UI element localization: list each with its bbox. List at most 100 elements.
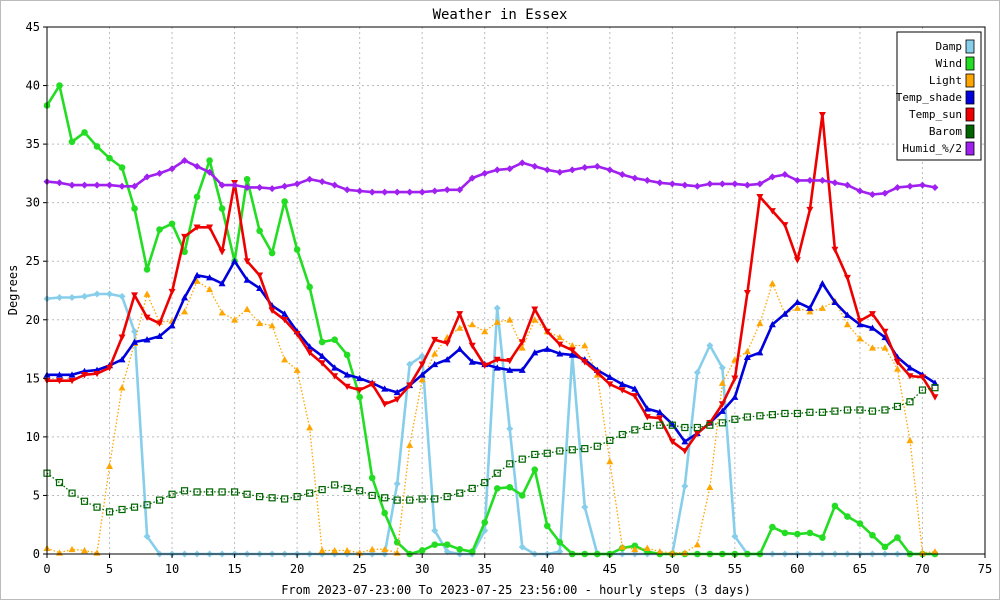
data-point-temp-sun [256, 272, 264, 279]
x-axis-label: From 2023-07-23:00 To 2023-07-25 23:56:0… [281, 583, 751, 597]
data-point-temp-sun [393, 396, 401, 403]
data-point-barom [543, 449, 551, 457]
data-point-temp-shade [543, 345, 551, 352]
data-point-temp-shade [443, 356, 451, 363]
data-point-damp [706, 342, 714, 350]
data-point-light [893, 365, 901, 372]
data-point-barom [756, 412, 764, 420]
x-tick-label: 5 [106, 562, 113, 576]
data-point-temp-sun [368, 381, 376, 388]
data-point-light [843, 320, 851, 328]
data-point-barom [406, 496, 414, 504]
data-point-humid-2 [743, 181, 751, 189]
data-point-barom [806, 408, 814, 416]
data-point-humid-2 [443, 186, 451, 194]
data-point-temp-shade [568, 351, 576, 358]
series-line-temp-shade [47, 259, 936, 443]
data-point-temp-sun [656, 415, 664, 422]
data-point-humid-2 [581, 164, 589, 172]
data-point-temp-sun [756, 194, 764, 201]
data-point-wind [106, 154, 113, 162]
data-point-temp-sun [218, 249, 226, 256]
data-point-light [768, 279, 776, 287]
data-point-barom [918, 386, 927, 394]
data-point-temp-sun [543, 328, 551, 335]
data-point-barom [656, 421, 664, 429]
data-point-barom [831, 407, 839, 415]
data-point-humid-2 [281, 182, 289, 190]
data-point-temp-shade [618, 380, 626, 387]
data-point-light [318, 546, 326, 554]
data-point-damp [118, 292, 126, 300]
data-point-temp-shade [843, 311, 851, 318]
data-point-barom [431, 495, 439, 503]
data-point-light [281, 356, 289, 363]
y-tick-label: 25 [26, 254, 40, 268]
data-point-wind [168, 220, 176, 228]
data-point-light [418, 376, 426, 383]
data-point-barom [281, 495, 289, 503]
data-point-wind [131, 205, 138, 212]
series-wind [43, 82, 939, 558]
data-point-temp-sun [631, 393, 639, 400]
data-point-wind [181, 248, 188, 256]
data-point-temp-sun [793, 257, 801, 264]
series-barom [43, 384, 939, 516]
data-point-barom [105, 508, 114, 516]
data-point-temp-sun [606, 381, 614, 388]
data-point-light [256, 319, 264, 327]
data-point-wind [68, 138, 76, 146]
data-point-temp-sun [881, 328, 889, 335]
data-point-temp-sun [568, 347, 576, 354]
data-point-barom [568, 446, 576, 454]
data-point-wind [143, 266, 151, 273]
data-point-barom [931, 384, 939, 392]
data-point-barom [893, 402, 902, 411]
data-point-temp-shade [356, 374, 364, 382]
data-point-wind [81, 129, 88, 136]
data-point-wind [318, 338, 326, 346]
data-point-temp-sun [693, 430, 701, 437]
data-point-barom [693, 423, 701, 432]
data-point-humid-2 [531, 162, 539, 170]
y-tick-label: 45 [26, 20, 40, 34]
data-point-light [756, 319, 764, 327]
data-point-humid-2 [543, 166, 551, 174]
data-point-humid-2 [906, 182, 914, 190]
data-point-temp-sun [581, 359, 589, 366]
data-point-barom [456, 489, 464, 497]
data-point-temp-sun [68, 377, 76, 385]
data-point-barom [443, 493, 451, 501]
data-point-temp-sun [843, 274, 851, 282]
data-point-damp [431, 527, 439, 535]
data-point-humid-2 [693, 182, 701, 190]
legend-items: Damp Wind Light Temp_shade Temp_sun Barom Humi… [896, 39, 975, 156]
data-point-temp-sun [868, 311, 876, 318]
data-point-light [568, 342, 576, 349]
data-point-light [868, 344, 876, 351]
data-point-humid-2 [156, 169, 164, 177]
data-point-humid-2 [518, 159, 526, 167]
data-point-barom [768, 411, 776, 419]
data-point-temp-shade [381, 385, 389, 392]
legend-swatch-wind [965, 56, 975, 71]
data-point-temp-shade [818, 279, 826, 287]
data-point-light [68, 545, 76, 553]
data-point-temp-sun [118, 334, 126, 341]
data-point-wind [518, 492, 526, 499]
data-point-temp-shade [631, 385, 639, 392]
data-point-temp-sun [381, 401, 389, 408]
data-point-humid-2 [343, 186, 351, 194]
data-point-humid-2 [118, 182, 126, 190]
data-point-temp-sun [156, 320, 164, 327]
data-point-light [181, 308, 189, 315]
x-tick-label: 10 [165, 562, 179, 576]
data-point-light [506, 316, 514, 323]
data-point-barom [331, 481, 339, 489]
data-point-barom [231, 488, 239, 496]
data-point-light [581, 342, 589, 349]
data-point-temp-sun [306, 349, 314, 357]
chart-title: Weather in Essex [433, 7, 568, 23]
data-point-temp-shade [756, 349, 764, 356]
data-point-barom [868, 407, 877, 415]
